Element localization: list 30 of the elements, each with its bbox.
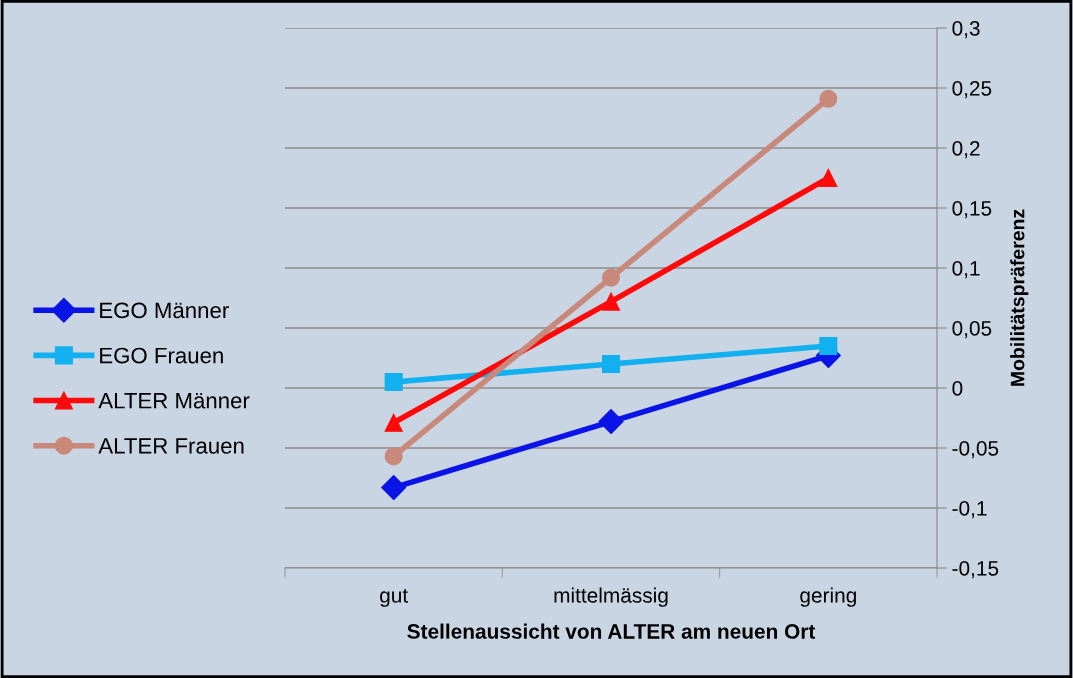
- y-tick-label: 0,15: [952, 201, 992, 219]
- x-tick-label: mittelmässig: [554, 587, 668, 607]
- point: [381, 475, 407, 501]
- y-axis-title: Mobilitätspräferenz: [1010, 209, 1029, 386]
- point: [384, 413, 403, 432]
- y-tick-label: 0,05: [952, 321, 992, 339]
- x-tick-label: gering: [800, 587, 856, 607]
- point: [601, 354, 621, 374]
- y-tick-label: 0,2: [952, 141, 980, 159]
- y-tick-label: -0,05: [952, 441, 999, 459]
- x-axis-title: Stellenaussicht von ALTER am neuen Ort: [407, 623, 816, 639]
- point: [598, 409, 624, 435]
- y-tick-label: 0,3: [952, 21, 980, 39]
- point: [819, 336, 838, 356]
- x-tick-label: gut: [380, 589, 408, 607]
- y-tick-label: 0,25: [952, 81, 992, 99]
- y-tick-label: -0,1: [952, 501, 987, 519]
- legend-label: EGO Frauen: [100, 347, 223, 364]
- legend-label: ALTER Männer: [98, 393, 250, 409]
- point: [601, 292, 621, 311]
- y-tick-label: 0: [952, 381, 963, 396]
- y-tick-label: 0,1: [952, 261, 980, 279]
- point: [819, 89, 838, 108]
- y-tick-label: -0,15: [952, 561, 999, 579]
- point: [601, 268, 621, 287]
- legend-label: ALTER Frauen: [98, 438, 244, 454]
- point: [384, 372, 403, 392]
- point: [819, 168, 838, 188]
- legend-label: EGO Männer: [100, 302, 229, 319]
- point: [384, 447, 403, 466]
